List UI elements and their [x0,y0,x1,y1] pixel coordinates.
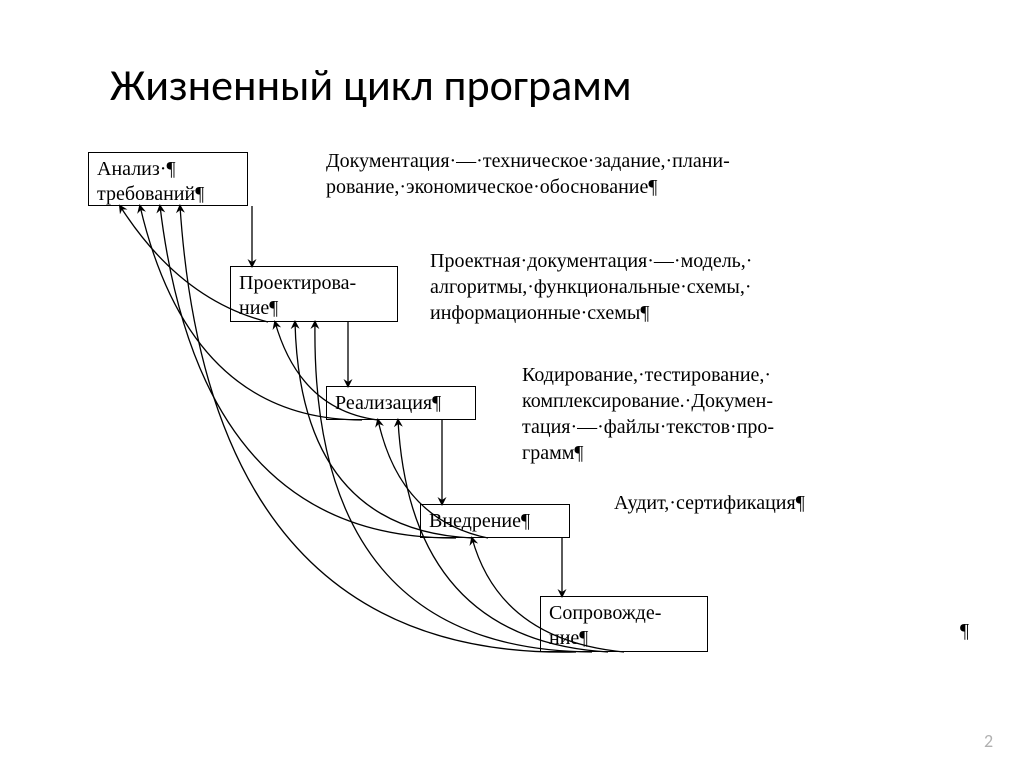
annotation-implementation: Кодирование,·тестирование,· комплексиров… [522,362,774,466]
annotation-design: Проектная·документация·—·модель,· алгори… [430,248,752,326]
arrows-layer [0,0,1024,767]
node-deployment: Внедрение¶ [420,504,570,538]
annotation-deployment: Аудит,·сертификация¶ [614,490,805,516]
page-number: 2 [984,730,993,752]
node-analysis: Анализ·¶ требований¶ [88,152,248,206]
annotation-analysis: Документация·—·техническое·задание,·план… [326,148,730,200]
node-design: Проектирова- ние¶ [230,266,398,322]
annotation-pilcrow: ¶ [960,618,969,644]
node-implementation: Реализация¶ [326,386,476,420]
node-maintenance: Сопровожде- ние¶ [540,596,708,652]
page-title: Жизненный цикл программ [110,58,632,112]
